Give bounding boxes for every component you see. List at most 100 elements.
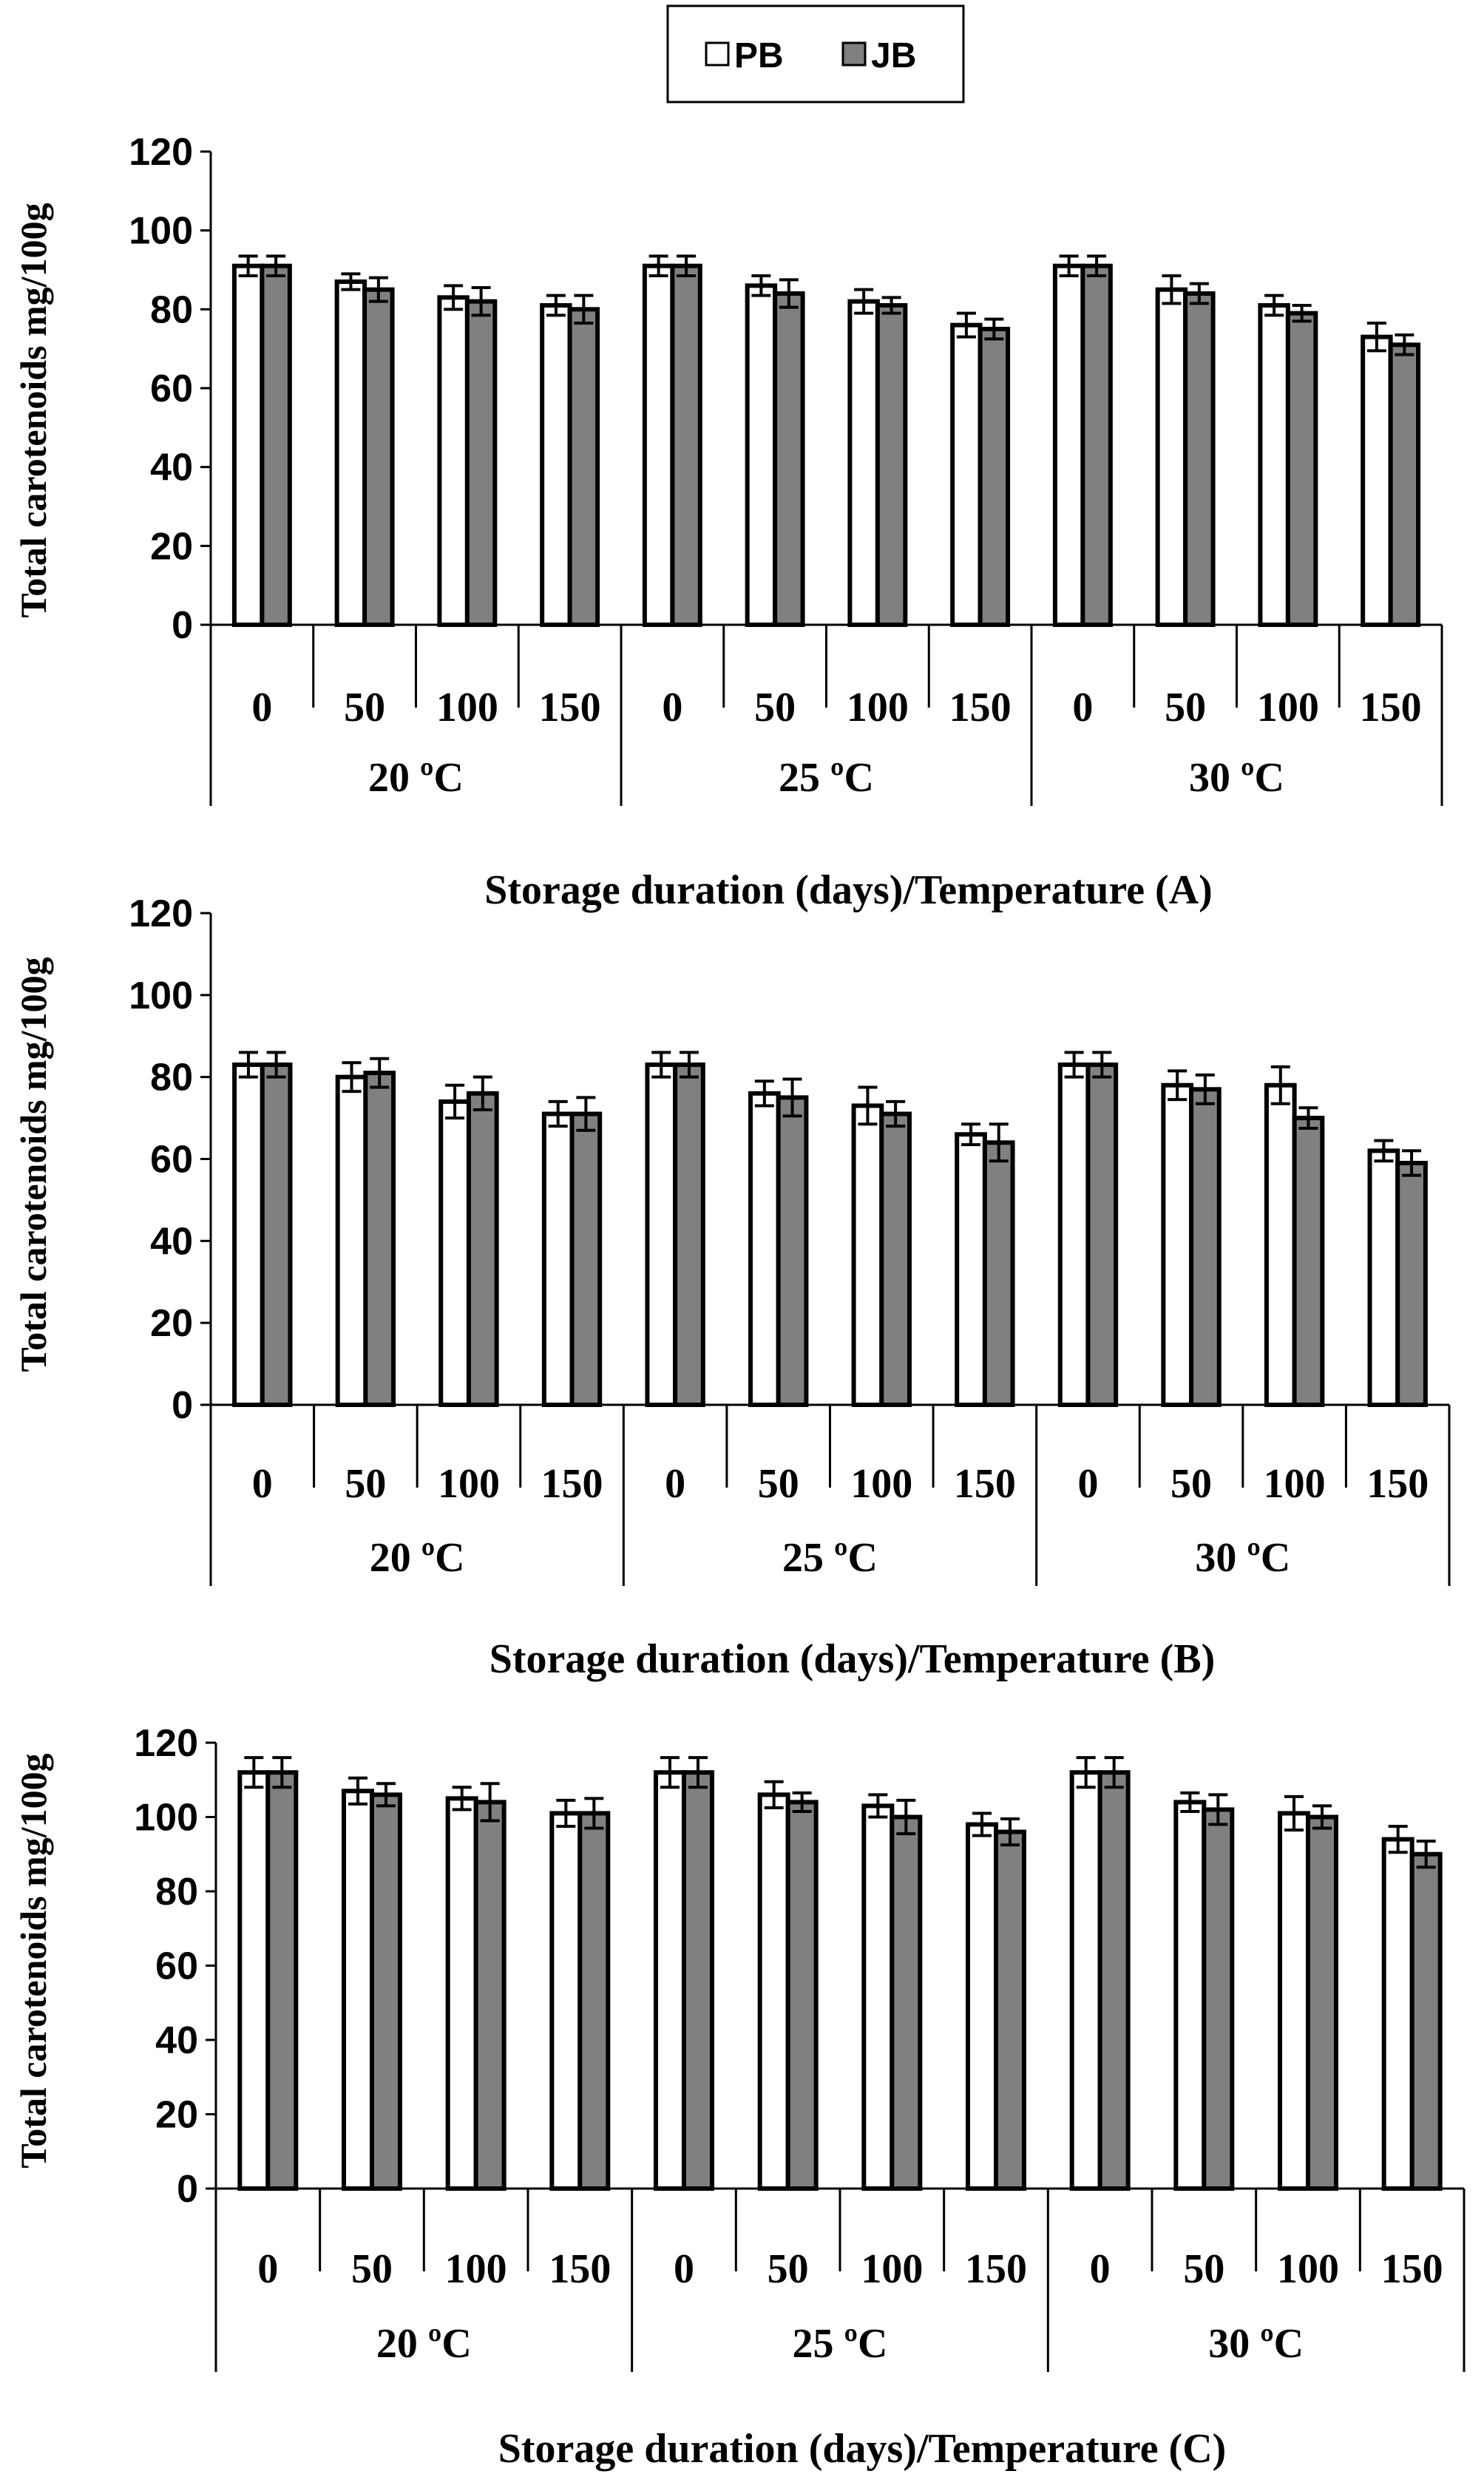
bar-pb <box>1173 1800 1207 2191</box>
x-category-label: 50 <box>768 2246 809 2292</box>
legend-swatch-pb <box>705 41 730 67</box>
bar-jb <box>879 1111 912 1407</box>
bar-jb <box>1183 291 1216 627</box>
y-tick-label: 80 <box>150 1057 193 1099</box>
bar-pb <box>745 283 778 627</box>
bar-jb <box>1395 1161 1428 1407</box>
bar-jb <box>1202 1807 1235 2191</box>
bar-jb <box>785 1800 819 2191</box>
y-tick-label: 120 <box>129 131 193 174</box>
x-axis-title: Storage duration (days)/Temperature (B) <box>489 1636 1216 1682</box>
y-tick-label: 80 <box>150 288 193 331</box>
x-category-label: 150 <box>549 2246 611 2292</box>
y-tick-label: 0 <box>172 604 193 647</box>
y-tick-label: 40 <box>155 2019 198 2062</box>
x-category-label: 50 <box>345 1461 386 1507</box>
x-category-label: 0 <box>665 1461 685 1507</box>
y-axis-title: Total carotenoids mg/100g <box>13 203 54 617</box>
x-category-label: 100 <box>438 1461 500 1507</box>
bar-pb <box>955 1132 987 1407</box>
x-category-label: 0 <box>674 2246 694 2292</box>
x-group-label: 20 ºC <box>370 1535 465 1581</box>
x-category-label: 100 <box>1277 2246 1339 2292</box>
y-tick-label: 60 <box>150 1139 193 1182</box>
bar-pb <box>438 1099 471 1407</box>
x-category-label: 150 <box>965 2246 1027 2292</box>
bar-pb <box>237 1770 271 2191</box>
x-category-label: 0 <box>251 685 272 731</box>
bar-jb <box>773 291 805 627</box>
x-category-label: 150 <box>541 1461 603 1507</box>
bar-pb <box>549 1811 583 2192</box>
legend-label-jb: JB <box>871 36 916 75</box>
bar-pb <box>342 1789 374 2191</box>
y-tick-label: 100 <box>129 210 193 253</box>
legend: PB JB <box>666 4 965 104</box>
x-category-label: 150 <box>1366 1461 1429 1507</box>
bar-pb <box>334 279 367 627</box>
y-tick-label: 40 <box>150 1220 193 1263</box>
x-category-label: 100 <box>861 2246 923 2292</box>
bar-pb <box>335 1074 368 1407</box>
bar-jb <box>363 1071 396 1407</box>
x-category-label: 50 <box>344 685 385 731</box>
chart-panel-c: 0 20 40 60 80 100 120 0 50 100 150 0 50 100 150 0 50 100 1… <box>13 1722 1466 2472</box>
bar-pb <box>1381 1837 1414 2191</box>
bar-pb <box>1264 1082 1297 1407</box>
chart-panel-b: 0 20 40 60 80 100 120 0 50 100 150 0 50 100 150 0 50 100 1… <box>13 892 1451 1682</box>
y-tick-label: 60 <box>150 367 193 410</box>
bar-pb <box>1278 1811 1311 2192</box>
x-group-label: 30 ºC <box>1208 2321 1304 2367</box>
bar-jb <box>577 1811 611 2192</box>
bar-jb <box>776 1095 809 1407</box>
bar-jb <box>978 327 1011 627</box>
y-tick-label: 20 <box>150 1302 193 1345</box>
x-category-label: 50 <box>1183 2246 1224 2292</box>
bar-pb <box>1361 334 1393 627</box>
x-category-label: 50 <box>758 1461 799 1507</box>
bar-jb <box>473 1800 506 2191</box>
bar-jb <box>994 1829 1026 2192</box>
bar-jb <box>1306 1814 1338 2191</box>
bar-pb <box>1057 1062 1091 1407</box>
x-category-label: 150 <box>1360 685 1422 731</box>
x-group-label: 20 ºC <box>368 755 464 801</box>
x-category-label: 50 <box>754 685 796 731</box>
bar-jb <box>673 1062 705 1407</box>
legend-swatch-jb <box>841 41 867 67</box>
y-tick-label: 80 <box>155 1871 198 1914</box>
bar-pb <box>1155 287 1188 627</box>
bar-pb <box>1258 303 1290 627</box>
x-group-label: 25 ºC <box>793 2321 888 2367</box>
y-tick-label: 60 <box>155 1945 198 1988</box>
y-axis-title: Total carotenoids mg/100g <box>13 957 54 1372</box>
bar-jb <box>260 1062 293 1407</box>
bar-jb <box>1388 342 1421 627</box>
x-group-label: 30 ºC <box>1195 1535 1290 1581</box>
x-category-label: 150 <box>954 1461 1016 1507</box>
bar-jb <box>1097 1770 1131 2191</box>
y-axis-title: Total carotenoids mg/100g <box>13 1753 54 2168</box>
bar-pb <box>437 295 470 627</box>
bar-pb <box>654 1770 687 2191</box>
x-category-label: 0 <box>1090 2246 1111 2292</box>
y-tick-label: 0 <box>172 1384 193 1427</box>
bar-jb <box>466 1091 499 1408</box>
bar-jb <box>1080 263 1113 627</box>
bar-jb <box>569 1111 603 1407</box>
bar-jb <box>875 303 908 627</box>
bar-pb <box>232 1062 265 1407</box>
legend-label-pb: PB <box>734 36 784 75</box>
x-axis-title: Storage duration (days)/Temperature (A) <box>484 867 1213 913</box>
bar-jb <box>260 263 292 627</box>
y-tick-label: 100 <box>134 1797 198 1840</box>
x-category-label: 0 <box>1072 685 1093 731</box>
x-category-label: 100 <box>445 2246 507 2292</box>
bar-jb <box>567 307 600 627</box>
bar-jb <box>890 1814 923 2191</box>
bar-pb <box>231 263 265 627</box>
bar-jb <box>370 1792 402 2192</box>
bar-jb <box>362 287 395 627</box>
x-category-label: 100 <box>850 1461 912 1507</box>
